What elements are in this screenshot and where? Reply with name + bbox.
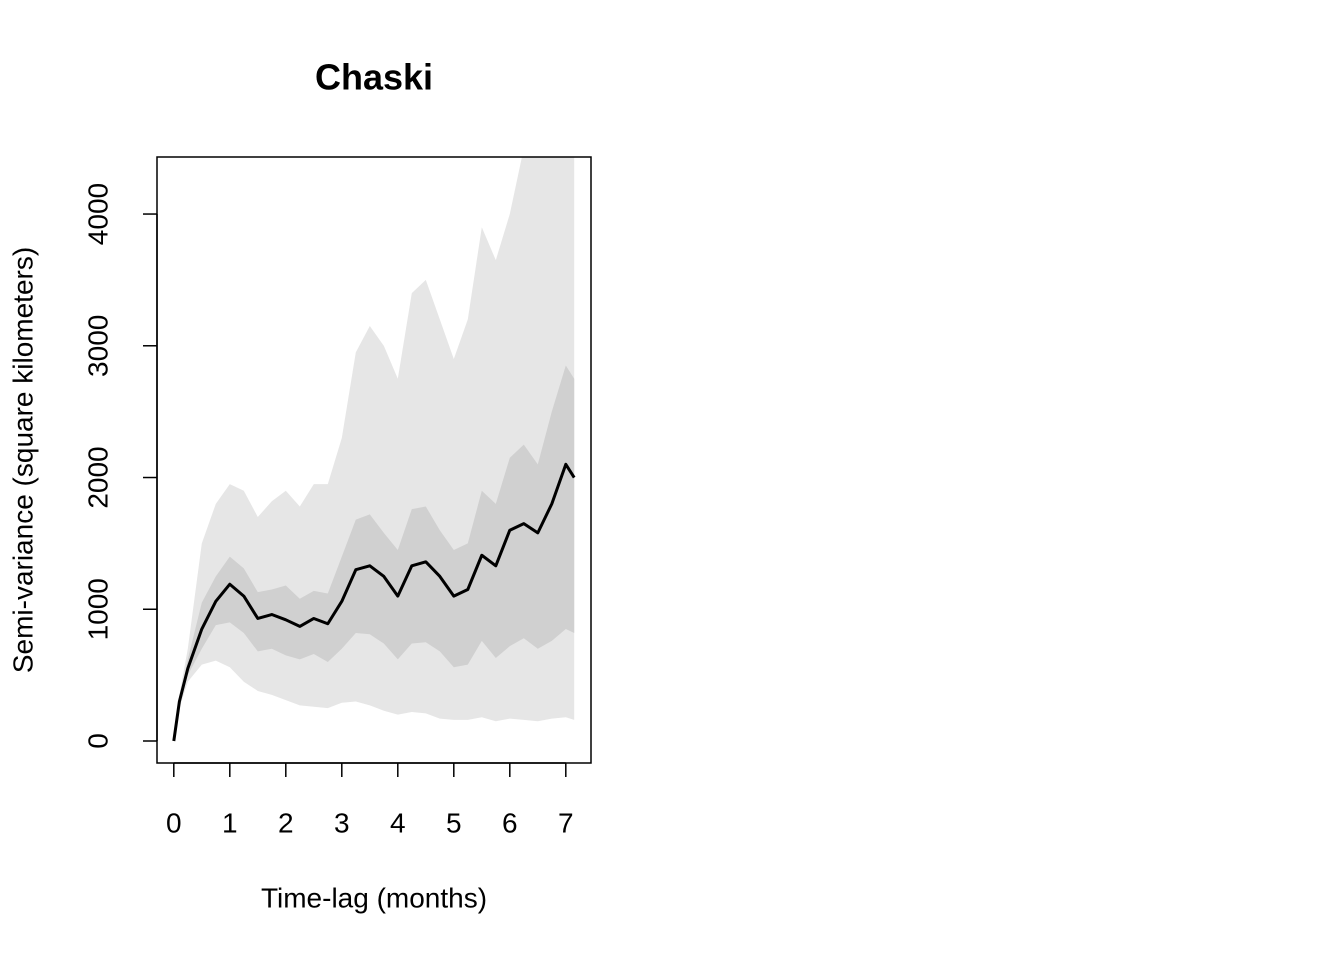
confidence-band (173, 365, 575, 741)
x-tick-label: 1 (222, 807, 238, 838)
x-tick-label: 5 (446, 807, 462, 838)
y-axis-label: Semi-variance (square kilometers) (7, 247, 38, 673)
x-tick-label: 4 (390, 807, 406, 838)
x-tick-label: 7 (558, 807, 574, 838)
y-tick-label: 1000 (82, 578, 113, 640)
chart-title: Chaski (315, 57, 433, 98)
x-tick-label: 3 (334, 807, 350, 838)
semivariance-line (172, 462, 576, 742)
x-tick-label: 2 (278, 807, 294, 838)
y-tick-label: 0 (82, 733, 113, 749)
y-tick-label: 2000 (82, 446, 113, 508)
plot-area (172, 157, 576, 742)
y-tick-label: 4000 (82, 183, 113, 245)
y-tick-label: 3000 (82, 315, 113, 377)
x-tick-label: 0 (166, 807, 182, 838)
x-axis-label: Time-lag (months) (261, 882, 487, 913)
x-tick-label: 6 (502, 807, 518, 838)
